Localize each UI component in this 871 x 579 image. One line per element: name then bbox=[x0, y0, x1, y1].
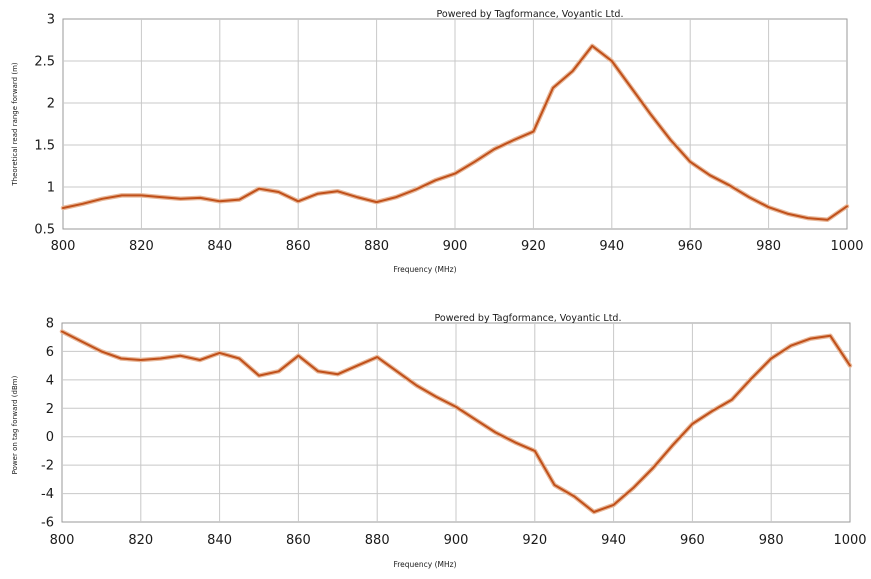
y-axis-label: Power on tag forward (dBm) bbox=[11, 375, 19, 474]
x-axis-label: Frequency (MHz) bbox=[393, 560, 456, 569]
x-tick-label: 980 bbox=[759, 533, 784, 548]
y-tick-labels: -6 -4 -2 0 2 4 6 8 bbox=[41, 317, 54, 531]
x-tick-label: 800 bbox=[50, 533, 75, 548]
x-tick-label: 820 bbox=[128, 533, 153, 548]
power-on-tag-chart: 800 820 840 860 880 900 920 940 960 980 1000 -6-4-… bbox=[11, 313, 867, 569]
series-line bbox=[61, 330, 851, 513]
y-tick-label: -4 bbox=[41, 487, 54, 502]
x-tick-label: 920 bbox=[522, 533, 547, 548]
read-range-chart: 800 820 840 860 880 900 920 940 960 980 1000 0.5 1 1… bbox=[11, 9, 864, 274]
y-tick-label: 3 bbox=[47, 13, 55, 28]
x-tick-label: 940 bbox=[599, 239, 624, 254]
series-layer bbox=[59, 329, 853, 515]
x-tick-labels: 800 820 840 860 880 900 920 940 960 980 1000 bbox=[51, 239, 864, 254]
y-tick-label: -2 bbox=[41, 459, 54, 474]
y-axis-label: Theoretical read range forward (m) bbox=[11, 62, 19, 187]
x-tick-label: 840 bbox=[207, 239, 232, 254]
x-tick-label: 860 bbox=[286, 533, 311, 548]
y-tick-label: 2.5 bbox=[34, 55, 55, 70]
y-tick-label: 8 bbox=[46, 317, 54, 332]
y-tick-label: 0.5 bbox=[34, 223, 55, 238]
y-tick-label: 6 bbox=[46, 345, 54, 360]
y-tick-label: 0 bbox=[46, 430, 54, 445]
y-tick-label: 2 bbox=[47, 97, 55, 112]
series-layer bbox=[60, 43, 850, 223]
x-tick-label: 900 bbox=[444, 533, 469, 548]
x-tick-labels: 800 820 840 860 880 900 920 940 960 980 1000 bbox=[50, 533, 867, 548]
x-tick-label: 1000 bbox=[830, 239, 863, 254]
x-tick-label: 940 bbox=[601, 533, 626, 548]
chart-title: Powered by Tagformance, Voyantic Ltd. bbox=[437, 9, 624, 20]
x-tick-label: 900 bbox=[443, 239, 468, 254]
x-tick-label: 920 bbox=[521, 239, 546, 254]
x-tick-label: 840 bbox=[207, 533, 232, 548]
y-tick-label: 1.5 bbox=[34, 139, 55, 154]
x-tick-label: 860 bbox=[286, 239, 311, 254]
y-tick-label: 4 bbox=[46, 373, 54, 388]
x-tick-label: 960 bbox=[680, 533, 705, 548]
y-tick-label: 1 bbox=[47, 181, 55, 196]
chart-title: Powered by Tagformance, Voyantic Ltd. bbox=[435, 313, 622, 324]
x-tick-label: 980 bbox=[756, 239, 781, 254]
y-tick-labels: 0.5 1 1.5 2 2.5 3 bbox=[34, 13, 55, 238]
x-tick-label: 1000 bbox=[833, 533, 866, 548]
x-tick-label: 880 bbox=[364, 239, 389, 254]
x-tick-label: 880 bbox=[365, 533, 390, 548]
series-line bbox=[62, 44, 848, 221]
y-tick-label: 2 bbox=[46, 402, 54, 417]
x-tick-label: 960 bbox=[678, 239, 703, 254]
x-tick-label: 820 bbox=[129, 239, 154, 254]
x-axis-label: Frequency (MHz) bbox=[393, 265, 456, 274]
y-tick-label: -6 bbox=[41, 516, 54, 531]
x-tick-label: 800 bbox=[51, 239, 76, 254]
